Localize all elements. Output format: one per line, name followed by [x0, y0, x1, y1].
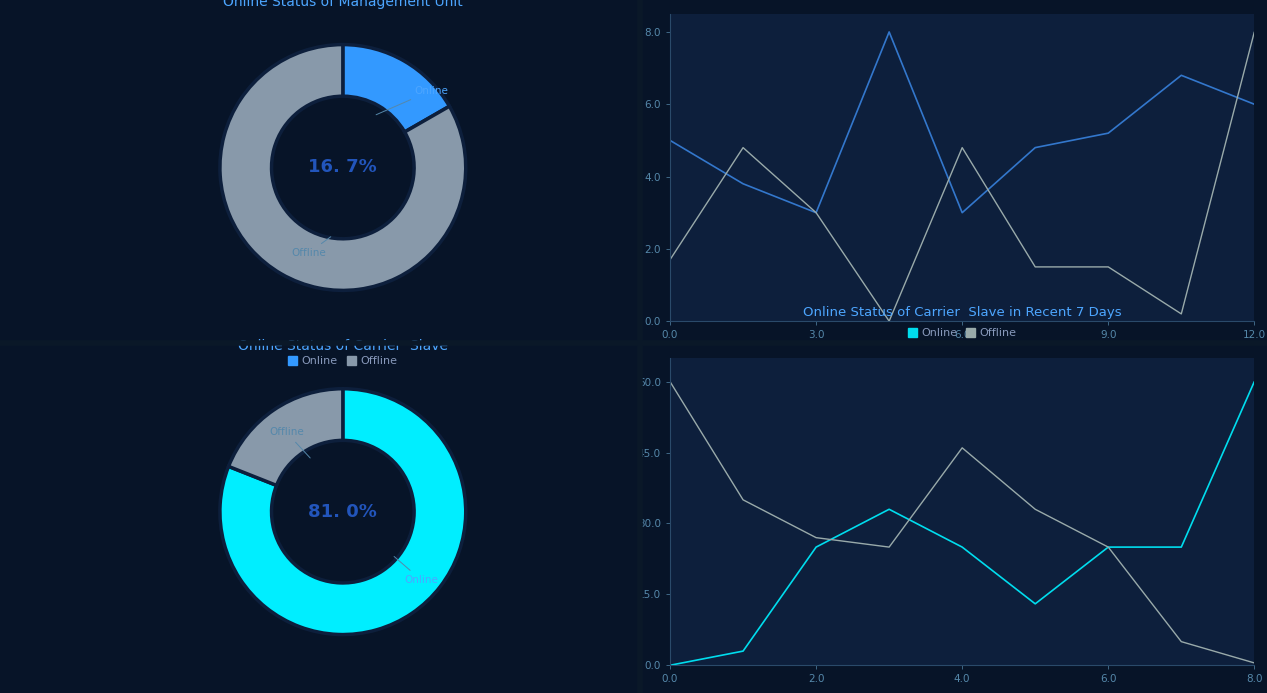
Text: Offline: Offline: [269, 428, 310, 458]
Wedge shape: [228, 389, 343, 485]
Wedge shape: [220, 389, 466, 635]
Wedge shape: [220, 44, 466, 290]
Title: Online Status of Carrier  Slave: Online Status of Carrier Slave: [238, 339, 447, 353]
Text: Online: Online: [394, 556, 438, 585]
Text: Online: Online: [376, 86, 449, 115]
Text: 81. 0%: 81. 0%: [308, 502, 378, 520]
Title: Online Status of Management Unit: Online Status of Management Unit: [223, 0, 462, 8]
Text: 16. 7%: 16. 7%: [308, 159, 378, 177]
Legend: Online, Offline: Online, Offline: [284, 352, 402, 371]
Legend: Online, Offline: Online, Offline: [903, 324, 1021, 342]
Wedge shape: [343, 44, 450, 132]
Text: Offline: Offline: [291, 237, 331, 258]
Title: Online Status of Carrier  Slave in Recent 7 Days: Online Status of Carrier Slave in Recent…: [803, 306, 1121, 319]
